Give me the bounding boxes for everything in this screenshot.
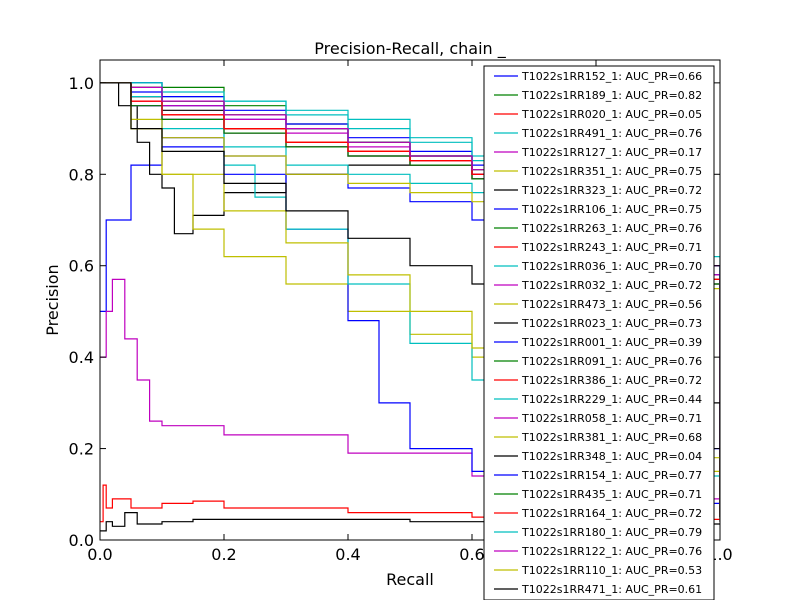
legend-label: T1022s1RR323_1: AUC_PR=0.72	[521, 184, 702, 197]
legend-label: T1022s1RR110_1: AUC_PR=0.53	[521, 564, 702, 577]
y-tick-label: 0.4	[69, 348, 94, 367]
legend-label: T1022s1RR229_1: AUC_PR=0.44	[521, 393, 702, 406]
y-tick-label: 0.8	[69, 165, 94, 184]
legend-label: T1022s1RR386_1: AUC_PR=0.72	[521, 374, 702, 387]
legend-label: T1022s1RR351_1: AUC_PR=0.75	[521, 165, 702, 178]
legend-label: T1022s1RR243_1: AUC_PR=0.71	[521, 241, 702, 254]
legend-label: T1022s1RR001_1: AUC_PR=0.39	[521, 336, 702, 349]
x-axis-label: Recall	[386, 570, 434, 589]
x-tick-label: 0.4	[335, 545, 360, 564]
legend-label: T1022s1RR180_1: AUC_PR=0.79	[521, 526, 702, 539]
legend-label: T1022s1RR471_1: AUC_PR=0.61	[521, 583, 702, 596]
legend-label: T1022s1RR435_1: AUC_PR=0.71	[521, 488, 702, 501]
legend-label: T1022s1RR164_1: AUC_PR=0.72	[521, 507, 702, 520]
x-tick-label: 0.6	[459, 545, 484, 564]
y-tick-label: 1.0	[69, 74, 94, 93]
legend-label: T1022s1RR091_1: AUC_PR=0.76	[521, 355, 702, 368]
y-axis-label: Precision	[43, 264, 62, 335]
x-tick-label: 0.2	[211, 545, 236, 564]
y-tick-label: 0.6	[69, 257, 94, 276]
legend-label: T1022s1RR152_1: AUC_PR=0.66	[521, 70, 702, 83]
legend-label: T1022s1RR154_1: AUC_PR=0.77	[521, 469, 702, 482]
legend-label: T1022s1RR106_1: AUC_PR=0.75	[521, 203, 702, 216]
legend-label: T1022s1RR020_1: AUC_PR=0.05	[521, 108, 702, 121]
legend-label: T1022s1RR348_1: AUC_PR=0.04	[521, 450, 702, 463]
legend: T1022s1RR152_1: AUC_PR=0.66 T1022s1RR189_…	[483, 65, 715, 600]
legend-label: T1022s1RR023_1: AUC_PR=0.73	[521, 317, 702, 330]
x-tick-label: 0.0	[87, 545, 112, 564]
legend-label: T1022s1RR127_1: AUC_PR=0.17	[521, 146, 702, 159]
legend-label: T1022s1RR473_1: AUC_PR=0.56	[521, 298, 702, 311]
chart-title: Precision-Recall, chain _	[314, 39, 506, 59]
plot-frame	[99, 59, 721, 541]
y-tick-label: 0.0	[69, 531, 94, 550]
legend-label: T1022s1RR032_1: AUC_PR=0.72	[521, 279, 702, 292]
legend-label: T1022s1RR263_1: AUC_PR=0.76	[521, 222, 702, 235]
ticks-layer: 0.00.20.40.60.81.00.00.20.40.60.81.0	[69, 60, 733, 564]
legend-label: T1022s1RR491_1: AUC_PR=0.76	[521, 127, 702, 140]
legend-label: T1022s1RR058_1: AUC_PR=0.71	[521, 412, 702, 425]
legend-label: T1022s1RR381_1: AUC_PR=0.68	[521, 431, 702, 444]
legend-box	[483, 65, 715, 600]
legend-label: T1022s1RR122_1: AUC_PR=0.76	[521, 545, 702, 558]
y-tick-label: 0.2	[69, 440, 94, 459]
legend-label: T1022s1RR036_1: AUC_PR=0.70	[521, 260, 702, 273]
legend-label: T1022s1RR189_1: AUC_PR=0.82	[521, 89, 702, 102]
